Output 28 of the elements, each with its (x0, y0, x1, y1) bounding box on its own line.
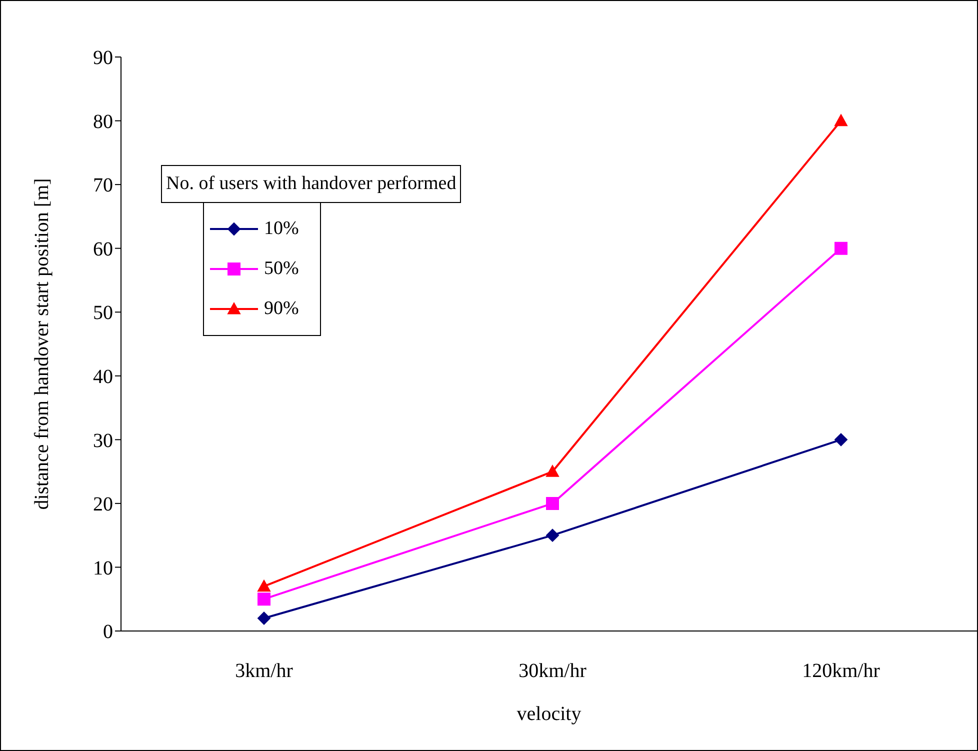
y-tick-label: 60 (93, 238, 113, 260)
y-tick-label: 80 (93, 110, 113, 133)
y-tick-label: 0 (103, 621, 113, 644)
x-tick-label: 3km/hr (235, 660, 294, 682)
y-tick-label: 70 (93, 174, 113, 197)
x-axis-title: velocity (516, 703, 582, 725)
legend-label: 50% (264, 258, 299, 280)
point (546, 496, 559, 510)
point (834, 114, 848, 126)
y-tick-label: 20 (93, 494, 113, 516)
y-tick-label: 30 (93, 430, 113, 452)
y-tick-label: 90 (93, 47, 113, 70)
x-tick-label: 120km/hr (802, 660, 880, 682)
y-tick-label: 50 (93, 302, 113, 324)
point (258, 592, 270, 606)
legend-label: 10% (264, 218, 299, 240)
legend-title: No. of users with handover performed (161, 165, 462, 203)
point (258, 580, 270, 592)
x-tick-label: 30km/hr (518, 660, 587, 682)
legend-label: 90% (264, 298, 299, 320)
point (546, 528, 559, 542)
y-axis-title: distance from handover start position [m] (31, 178, 54, 510)
y-tick-label: 40 (93, 366, 113, 388)
y-tick-label: 10 (93, 557, 113, 580)
point (834, 242, 848, 255)
point (834, 433, 848, 446)
point (258, 612, 270, 625)
point (546, 465, 559, 477)
